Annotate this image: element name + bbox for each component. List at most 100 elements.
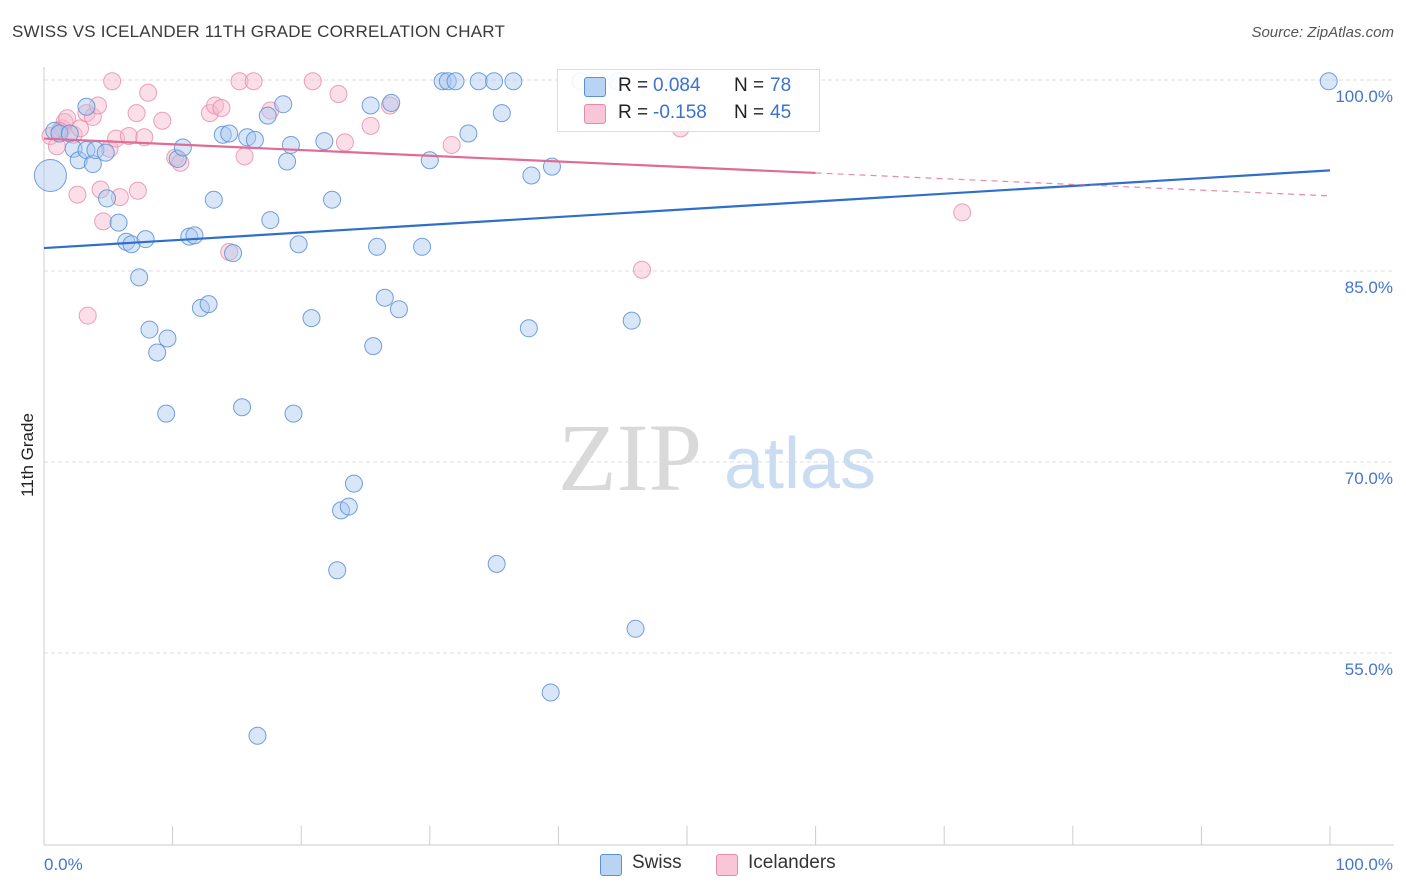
icelanders-point — [94, 212, 113, 231]
swiss-point — [485, 72, 504, 91]
swiss-point — [328, 561, 347, 580]
swiss-r-value: 0.084 — [653, 75, 701, 96]
swiss-point — [140, 320, 159, 339]
icelanders-point — [442, 135, 461, 154]
source-label: Source: ZipAtlas.com — [1251, 24, 1394, 41]
swiss-point — [469, 72, 488, 91]
swiss-point — [420, 151, 439, 170]
swiss-r-label: R = — [618, 75, 649, 96]
swiss-point — [204, 190, 223, 209]
swiss-point — [364, 337, 383, 356]
swiss-point — [626, 619, 645, 638]
swiss-point — [248, 726, 267, 745]
swiss-point — [77, 97, 96, 116]
y-tick-label: 100.0% — [1335, 87, 1393, 106]
icelanders-r-label: R = — [618, 102, 649, 123]
icelanders-point — [91, 180, 110, 199]
icelanders-point — [127, 104, 146, 123]
swiss-trend-line — [43, 169, 1331, 250]
icelanders-point — [235, 147, 254, 166]
legend-row-icelanders: R = -0.158 N = 45 — [558, 101, 818, 127]
icelanders-n-value: 45 — [770, 102, 792, 123]
swiss-point — [541, 683, 560, 702]
icelanders-legend-label: Icelanders — [748, 852, 836, 873]
icelanders-point — [335, 133, 354, 152]
swiss-legend-label: Swiss — [632, 852, 682, 873]
swiss-point — [224, 244, 243, 263]
swiss-point — [60, 124, 79, 143]
swiss-point — [368, 237, 387, 256]
swiss-point — [323, 190, 342, 209]
swiss-point — [69, 151, 88, 170]
swiss-point — [459, 124, 478, 143]
swiss-point — [344, 474, 363, 493]
swiss-point — [278, 152, 297, 171]
series-legend: Swiss Icelanders — [0, 852, 1406, 878]
y-tick-label: 55.0% — [1345, 660, 1393, 679]
swiss-point — [522, 166, 541, 185]
swiss-point — [168, 149, 187, 168]
swiss-point — [96, 143, 115, 162]
swiss-point — [158, 329, 177, 348]
y-tick-label: 70.0% — [1345, 469, 1393, 488]
swiss-point — [213, 125, 232, 144]
icelanders-point — [128, 181, 147, 200]
swiss-point — [199, 295, 218, 314]
watermark-zip: ZIP — [558, 404, 702, 511]
chart-title: SWISS VS ICELANDER 11TH GRADE CORRELATIO… — [12, 22, 506, 41]
swiss-n-value: 78 — [770, 75, 792, 96]
swiss-point — [261, 211, 280, 230]
swiss-point — [438, 72, 457, 91]
icelanders-legend-swatch — [716, 854, 738, 876]
swiss-point — [98, 189, 117, 208]
swiss-point — [185, 226, 204, 245]
swiss-point — [433, 72, 452, 91]
icelanders-point — [212, 99, 231, 118]
legend-row-swiss: R = 0.084 N = 78 — [558, 74, 818, 100]
watermark: ZIP atlas — [558, 404, 876, 511]
swiss-point — [389, 300, 408, 319]
stats-legend: R = 0.084 N = 78 R = -0.158 N = 45 — [557, 69, 820, 132]
swiss-point — [289, 235, 308, 254]
icelanders-point — [953, 203, 972, 222]
swiss-point — [233, 398, 252, 417]
swiss-point — [504, 72, 523, 91]
icelanders-point — [329, 85, 348, 104]
icelanders-point — [119, 127, 138, 146]
swiss-point — [487, 554, 506, 573]
swiss-legend-swatch — [600, 854, 622, 876]
swiss-point — [382, 93, 401, 112]
icelanders-r-value: -0.158 — [653, 102, 707, 123]
swiss-point — [50, 124, 69, 143]
swiss-point — [109, 213, 128, 232]
swiss-point — [446, 72, 465, 91]
icelanders-point — [68, 185, 87, 204]
swiss-n-label: N = — [734, 75, 765, 96]
icelanders-trend-line — [43, 137, 816, 175]
icelanders-swatch — [584, 104, 606, 124]
swiss-point — [413, 237, 432, 256]
icelanders-point — [78, 306, 97, 325]
icelanders-point — [89, 96, 108, 115]
swiss-point — [361, 96, 380, 115]
icelanders-point — [303, 72, 322, 91]
swiss-point — [375, 288, 394, 307]
swiss-point — [157, 404, 176, 423]
icelanders-point — [361, 116, 380, 135]
x-tick-label: 100.0% — [1335, 855, 1393, 874]
swiss-point — [315, 132, 334, 151]
swiss-point — [148, 343, 167, 362]
swiss-point — [1319, 72, 1338, 91]
icelanders-point — [103, 72, 122, 91]
icelanders-point — [110, 188, 129, 207]
swiss-point — [302, 309, 321, 328]
icelanders-point — [139, 83, 158, 102]
swiss-point — [220, 124, 239, 143]
icelanders-n-label: N = — [734, 102, 765, 123]
swiss-point — [136, 230, 155, 249]
swiss-point — [519, 319, 538, 338]
icelanders-point — [230, 72, 249, 91]
swiss-point — [258, 106, 277, 125]
swiss-point — [492, 104, 511, 123]
icelanders-point — [135, 128, 154, 147]
